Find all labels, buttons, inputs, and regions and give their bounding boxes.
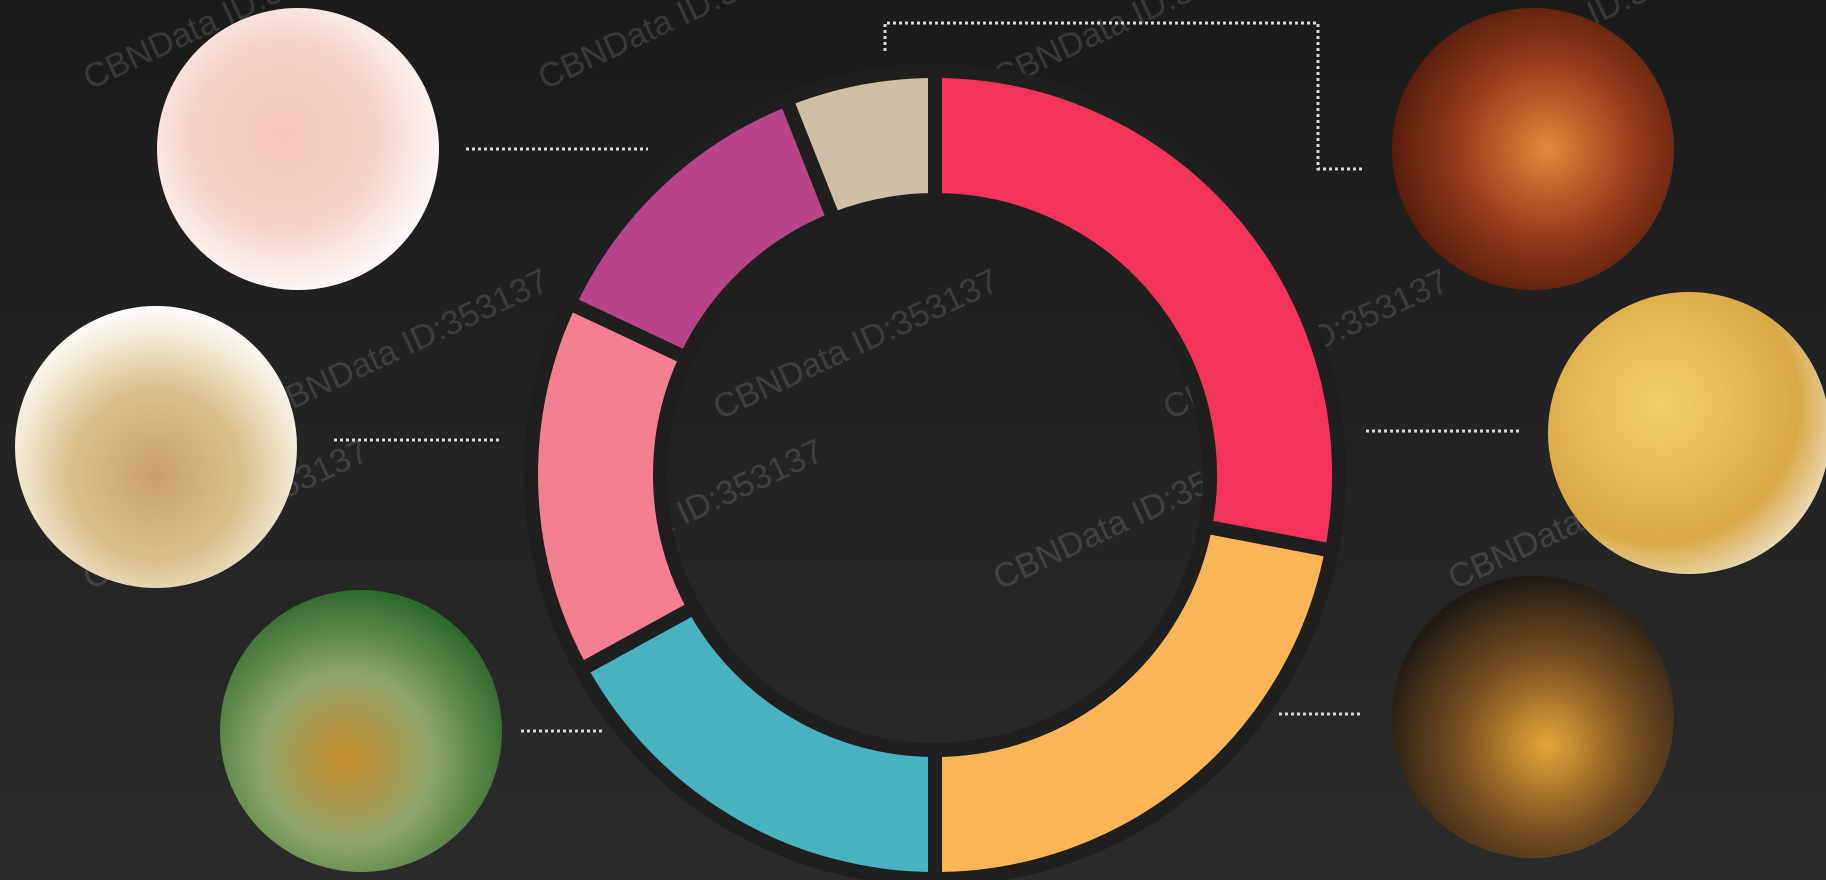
photo-rice <box>15 306 297 588</box>
photo-supplements <box>1392 576 1674 858</box>
photo-snacks <box>1548 292 1826 574</box>
page: CBNData ID:353137CBNData ID:353137CBNDat… <box>0 0 1826 880</box>
chart: CBNData ID:353137CBNData ID:353137CBNDat… <box>0 0 1826 880</box>
photo-tea <box>220 590 502 872</box>
photo-whisky <box>1392 8 1674 290</box>
photo-fish <box>157 8 439 290</box>
